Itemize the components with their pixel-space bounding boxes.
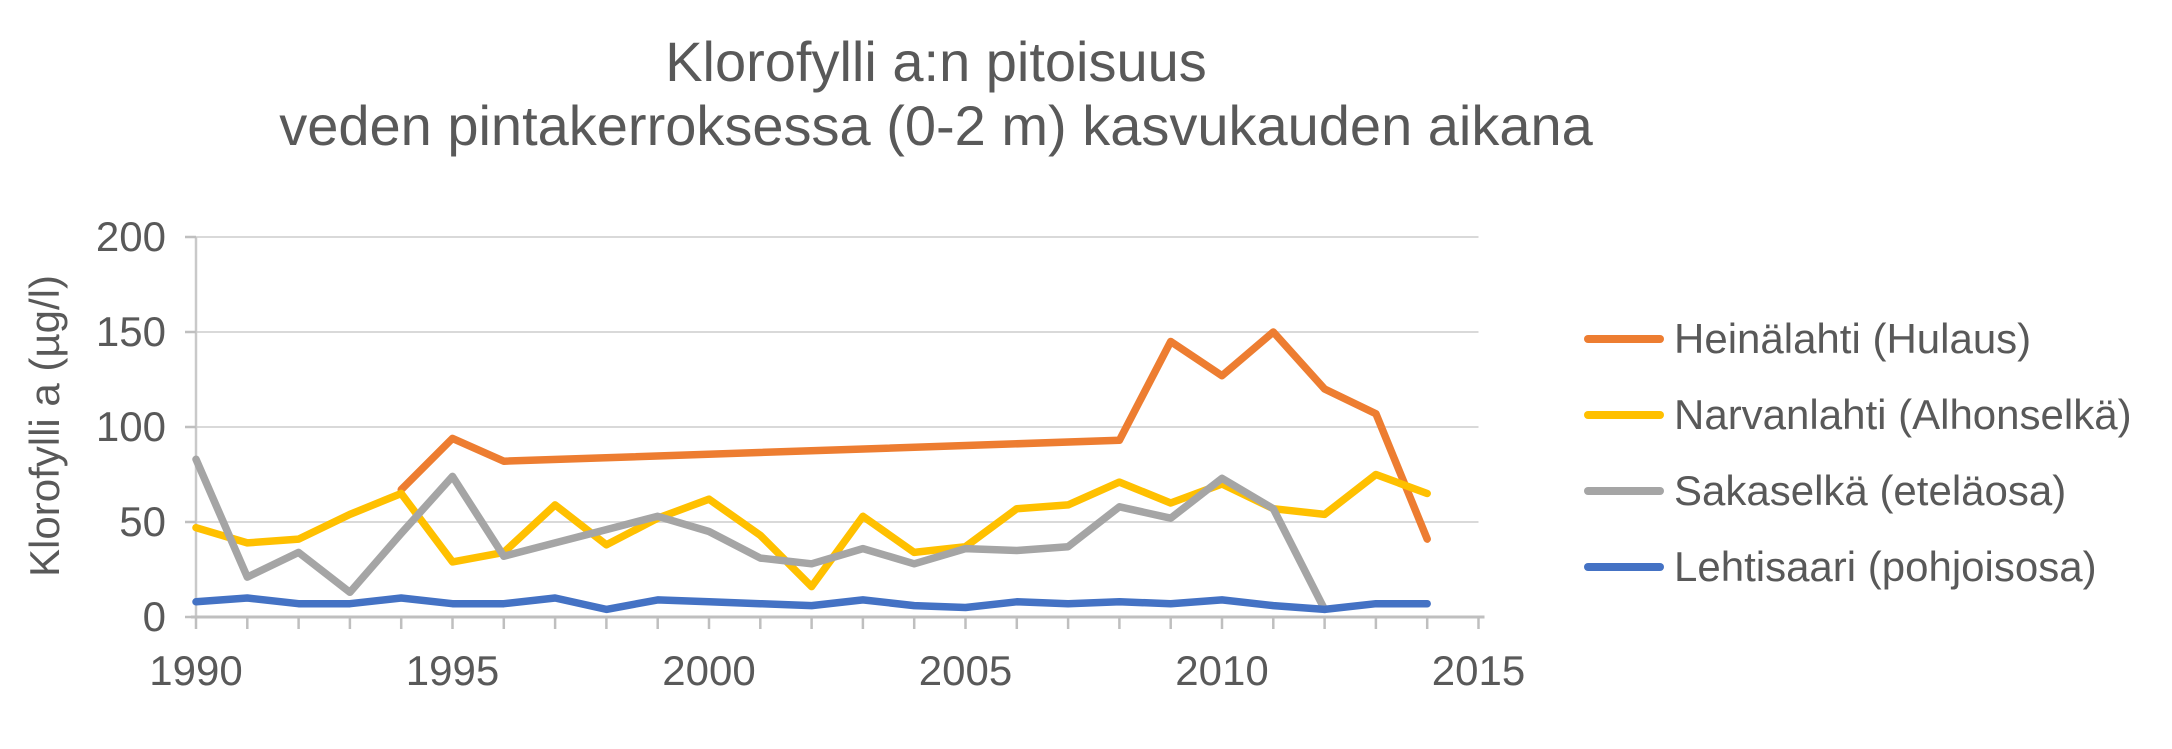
legend-swatch-lehtisaari xyxy=(1584,563,1664,571)
chart-title: Klorofylli a:n pitoisuus veden pintakerr… xyxy=(196,30,1676,158)
x-tick-label-1990: 1990 xyxy=(149,647,243,694)
y-tick-label-150: 150 xyxy=(95,308,166,355)
x-tick-label-1995: 1995 xyxy=(405,647,500,694)
x-tick-label-2015: 2015 xyxy=(1431,647,1526,694)
legend-swatch-narvanlahti xyxy=(1584,411,1664,419)
legend-label-lehtisaari: Lehtisaari (pohjoisosa) xyxy=(1674,543,2097,590)
x-tick-label-2005: 2005 xyxy=(918,647,1013,694)
series-line-1 xyxy=(192,470,1431,591)
chart-title-line-1: Klorofylli a:n pitoisuus xyxy=(665,30,1207,93)
legend-item-lehtisaari: Lehtisaari (pohjoisosa) xyxy=(1584,542,2097,592)
series-line-3 xyxy=(192,594,1431,614)
legend-label-sakaselka: Sakaselkä (eteläosa) xyxy=(1674,467,2067,514)
y-tick-label-0: 0 xyxy=(142,593,166,640)
legend-swatch-sakaselka xyxy=(1584,487,1664,495)
chart-title-line-2: veden pintakerroksessa (0-2 m) kasvukaud… xyxy=(279,94,1593,157)
legend-item-narvanlahti: Narvanlahti (Alhonselkä) xyxy=(1584,390,2132,440)
legend-label-heinalahti: Heinälahti (Hulaus) xyxy=(1674,315,2032,362)
series-line-2 xyxy=(192,455,1329,614)
legend-item-heinalahti: Heinälahti (Hulaus) xyxy=(1584,314,2031,364)
legend-label-narvanlahti: Narvanlahti (Alhonselkä) xyxy=(1674,391,2132,438)
x-tick-label-2010: 2010 xyxy=(1175,647,1269,694)
legend-swatch-heinalahti xyxy=(1584,335,1664,343)
x-tick-label-2000: 2000 xyxy=(662,647,756,694)
legend-item-sakaselka: Sakaselkä (eteläosa) xyxy=(1584,466,2066,516)
y-tick-label-200: 200 xyxy=(95,213,166,260)
series-line-0 xyxy=(397,328,1431,543)
y-tick-label-100: 100 xyxy=(95,403,166,450)
y-tick-label-50: 50 xyxy=(119,498,166,545)
